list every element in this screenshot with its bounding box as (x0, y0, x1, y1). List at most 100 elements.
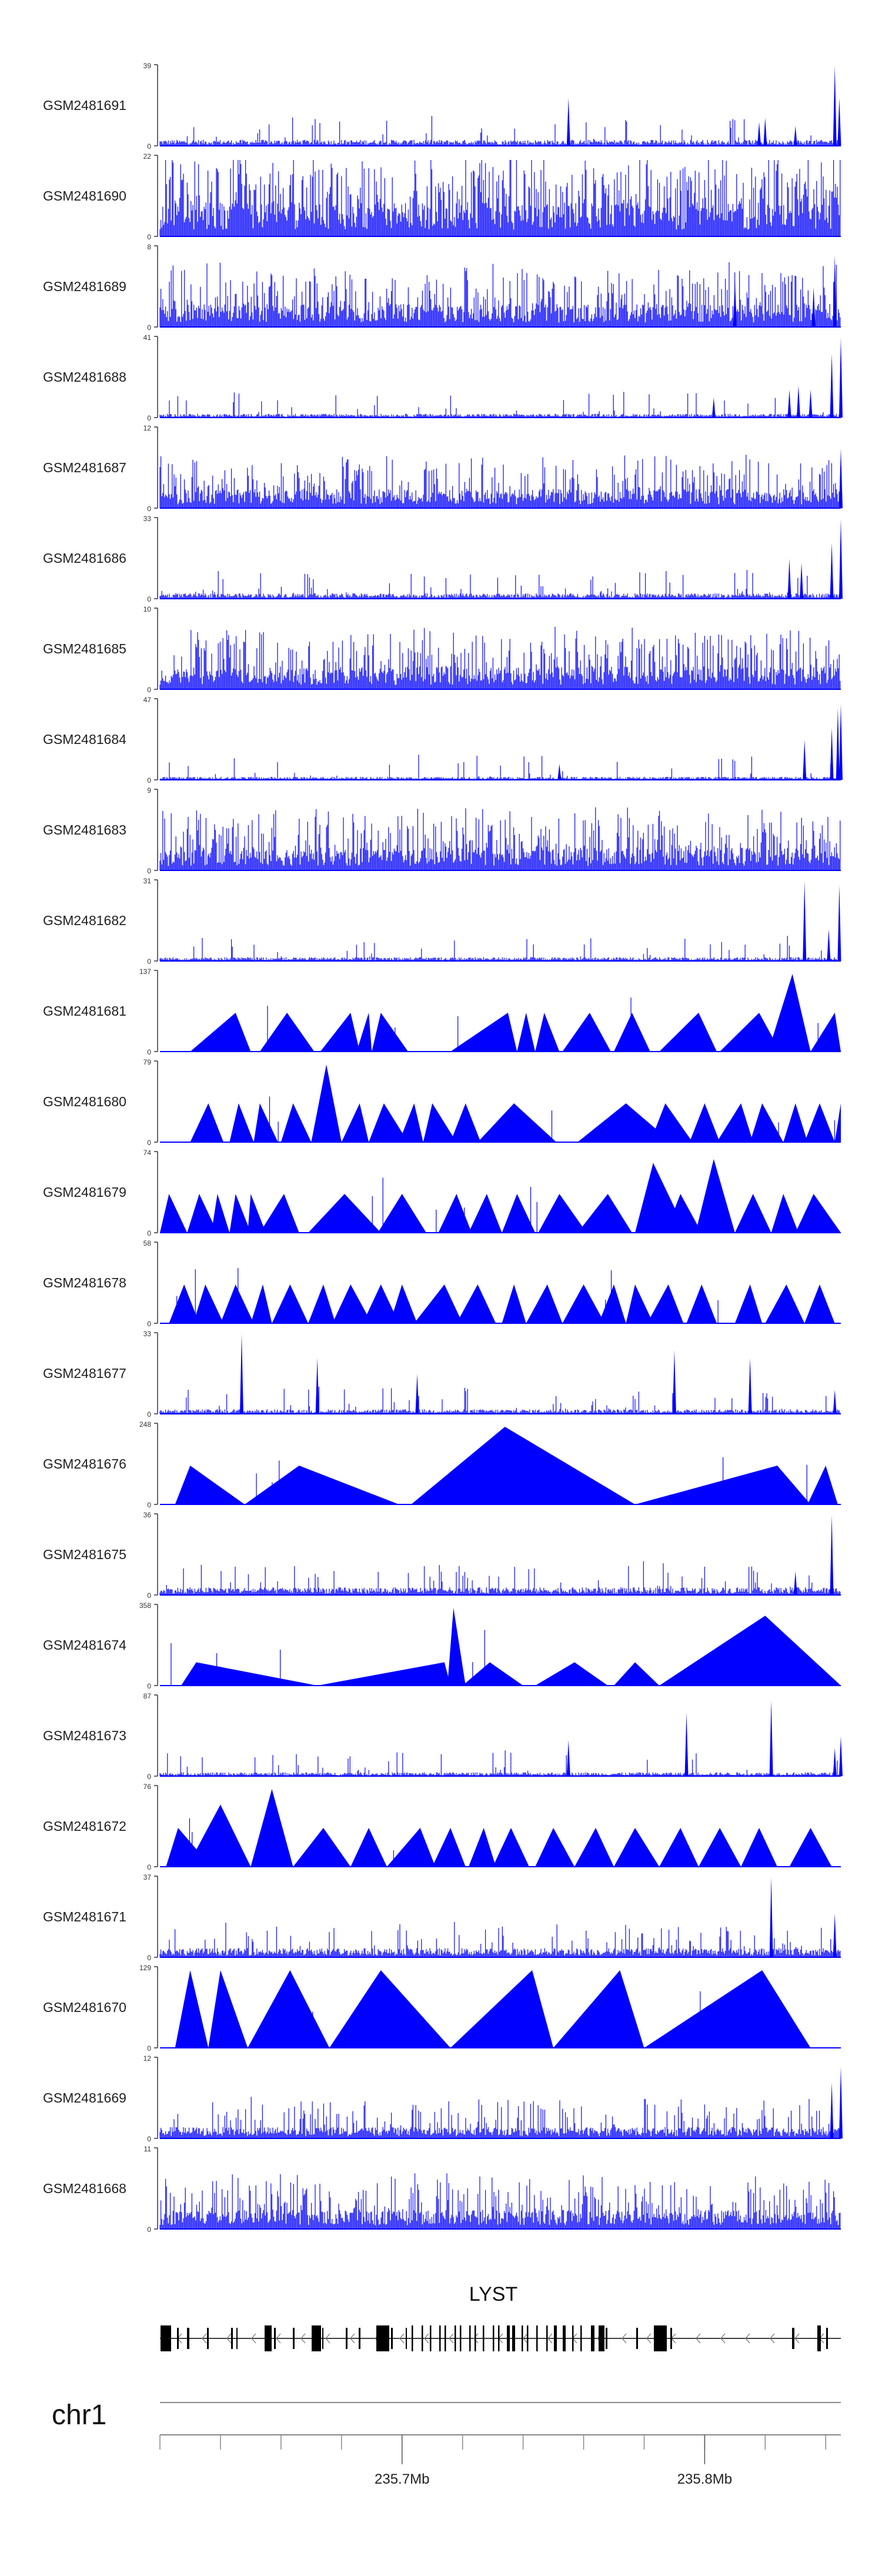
peak (686, 1284, 717, 1323)
y-max-label: 37 (143, 1873, 152, 1881)
y-min-label: 0 (147, 1048, 151, 1056)
signal-spike (833, 1390, 837, 1414)
signal-bars (159, 1561, 841, 1595)
signal-spike (837, 885, 841, 961)
peak (329, 1970, 451, 2048)
gene-exon (265, 2325, 272, 2351)
strand-arrow (794, 2333, 800, 2344)
peak (208, 1970, 248, 2048)
strand-arrow (350, 2333, 355, 2344)
peak (362, 1284, 399, 1323)
peak (468, 1194, 502, 1233)
gene-exon (274, 2328, 276, 2349)
gene-exon (177, 2328, 179, 2349)
gene-label: LYST (469, 2283, 518, 2305)
tick-label: 235.7Mb (375, 2471, 429, 2487)
signal-spike (839, 2066, 843, 2138)
y-min-label: 0 (147, 2044, 151, 2053)
signal-spike (830, 542, 834, 599)
signal-spike (830, 353, 834, 418)
track-name: GSM2481684 (43, 732, 126, 747)
gene-exon (654, 2325, 667, 2351)
peak (804, 1103, 835, 1142)
track-GSM2481688: GSM2481688 41 0 (43, 333, 843, 422)
signal-spike (793, 126, 797, 146)
peak (810, 1013, 841, 1052)
track-name: GSM2481676 (43, 1456, 126, 1471)
signal-bars (159, 2097, 841, 2138)
y-min-label: 0 (147, 233, 151, 241)
y-max-label: 8 (147, 243, 151, 251)
signal-spike (839, 448, 843, 508)
peak (807, 1466, 838, 1504)
signal-spike (787, 389, 791, 418)
peak (456, 1284, 496, 1323)
peak (450, 1970, 554, 2048)
gene-exon (572, 2325, 574, 2351)
signal-spike (769, 1700, 773, 1776)
peak (502, 1194, 536, 1233)
track-name: GSM2481682 (43, 913, 126, 928)
signal-spike (833, 1748, 837, 1776)
track-name: GSM2481679 (43, 1184, 126, 1200)
signal-bars (159, 626, 841, 689)
y-max-label: 87 (143, 1692, 152, 1700)
peak (253, 1103, 278, 1142)
strand-arrow (449, 2333, 454, 2344)
gene-exon (231, 2328, 233, 2349)
peak (650, 1103, 693, 1142)
track-name: GSM2481690 (43, 188, 126, 203)
y-min-label: 0 (147, 505, 151, 513)
peak (308, 1284, 336, 1323)
track-name: GSM2481677 (43, 1366, 126, 1381)
track-GSM2481689: GSM2481689 8 0 (43, 243, 841, 332)
signal-spike (800, 562, 804, 599)
y-max-label: 12 (143, 2054, 152, 2063)
y-min-label: 0 (147, 2135, 151, 2143)
peak (248, 1970, 330, 2048)
track-name: GSM2481691 (43, 98, 126, 113)
peak (432, 1828, 466, 1867)
track-name: GSM2481688 (43, 369, 126, 385)
peak (229, 1194, 251, 1233)
track-GSM2481677: GSM2481677 33 0 (43, 1330, 841, 1419)
peak (734, 1194, 771, 1233)
peak (526, 1284, 563, 1323)
track-GSM2481673: GSM2481673 87 0 (43, 1692, 843, 1781)
peak (562, 1013, 611, 1052)
peak (659, 1616, 841, 1686)
peak (311, 1065, 342, 1142)
signal-spike (757, 122, 761, 146)
y-min-label: 0 (147, 1591, 151, 1600)
peak (804, 1284, 835, 1323)
y-max-label: 31 (143, 877, 152, 885)
peak (644, 1970, 811, 2048)
track-GSM2481669: GSM2481669 12 0 (43, 2054, 843, 2143)
signal-spike (837, 98, 841, 146)
gene-exon (475, 2325, 476, 2351)
y-min-label: 0 (147, 1501, 151, 1509)
peak (493, 1828, 529, 1867)
y-max-label: 33 (143, 515, 152, 523)
signal-spike (787, 559, 791, 599)
gene-exon (670, 2328, 672, 2349)
peak (577, 1103, 671, 1142)
gene-exon (460, 2325, 462, 2351)
track-name: GSM2481678 (43, 1275, 126, 1290)
y-max-label: 11 (144, 2145, 152, 2153)
peak (614, 1828, 660, 1867)
peak (502, 1284, 526, 1323)
gene-exon (546, 2325, 548, 2351)
peak (175, 1970, 209, 2048)
peak (447, 1608, 466, 1686)
track-name: GSM2481683 (43, 822, 126, 837)
track-GSM2481683: GSM2481683 9 0 (43, 786, 841, 875)
strand-arrow (325, 2333, 330, 2344)
track-GSM2481668: GSM2481668 11 0 (43, 2145, 841, 2234)
peak (716, 1103, 753, 1142)
signal-spike (748, 1357, 752, 1414)
peak (399, 1103, 423, 1142)
signal-spike (711, 398, 716, 418)
signal-bars (159, 2173, 841, 2229)
peak (423, 1103, 457, 1142)
